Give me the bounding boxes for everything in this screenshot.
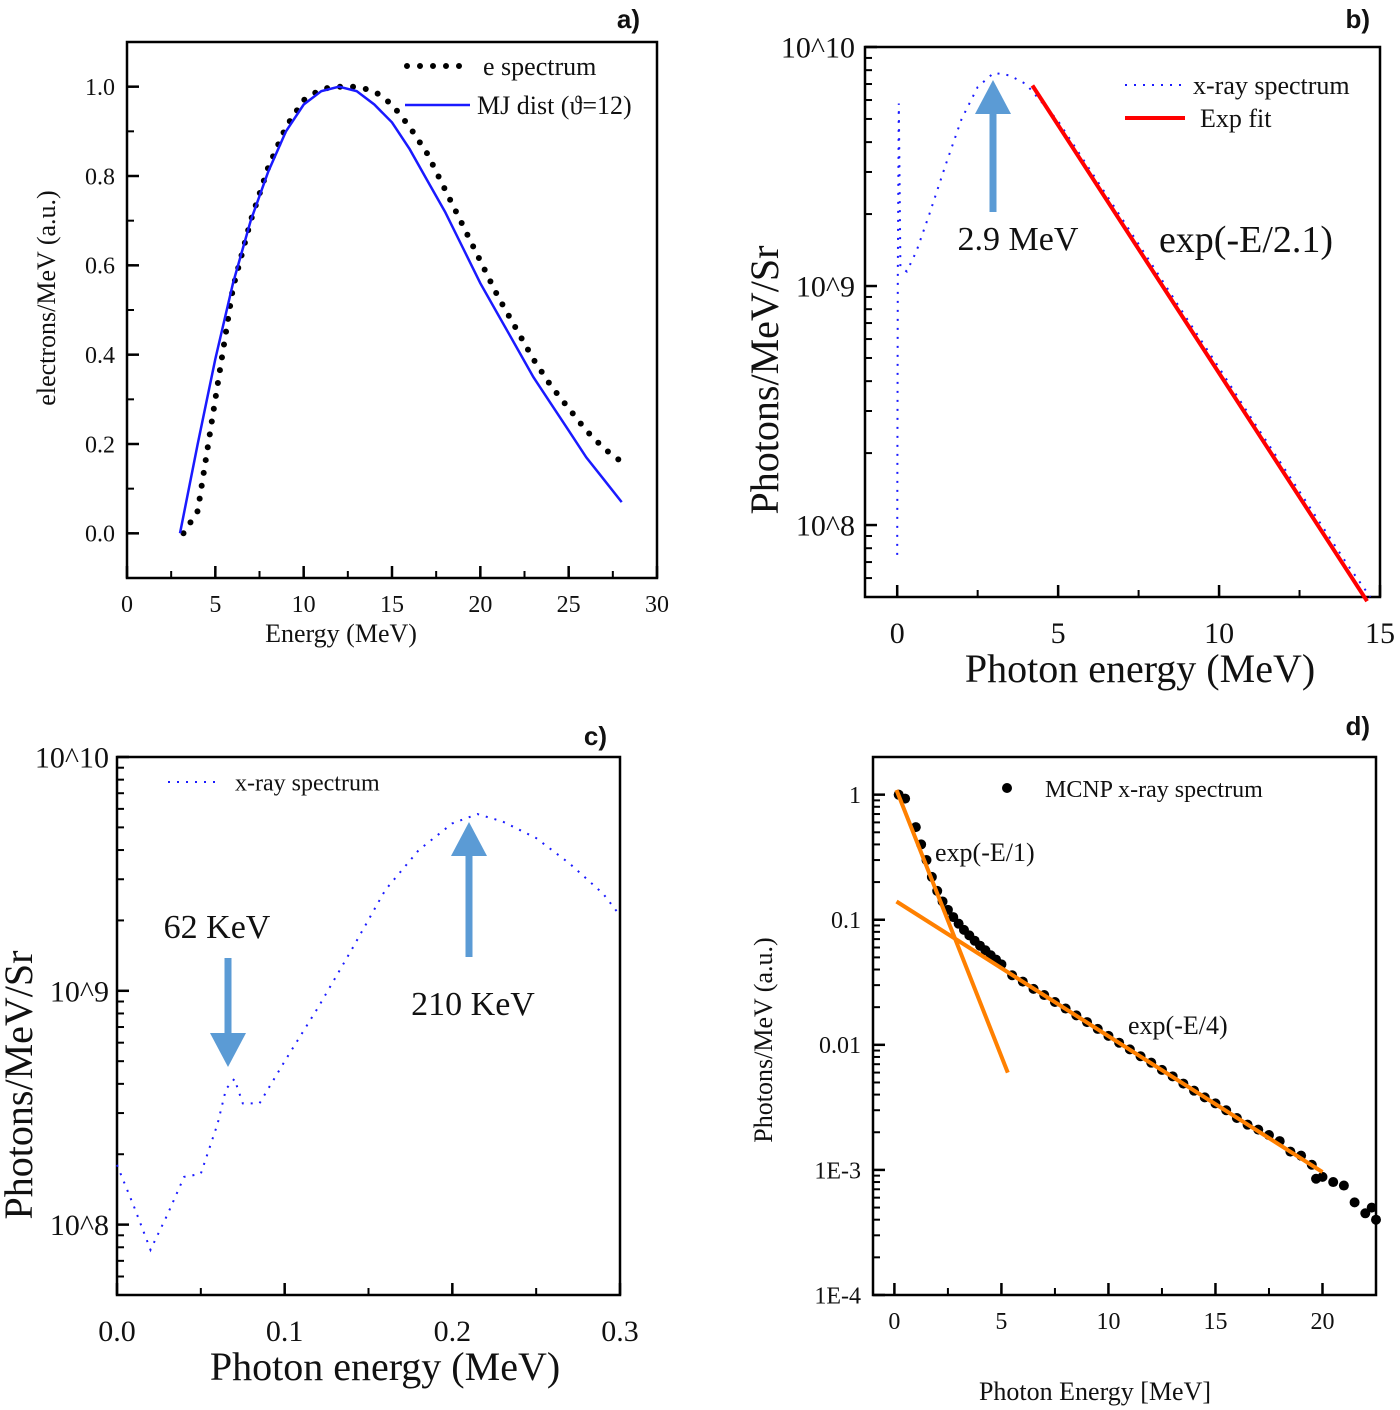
- y-tick-label: 10^10: [35, 742, 109, 775]
- series-line-0: [180, 83, 625, 537]
- legend-xray-spectrum-label: x-ray spectrum: [235, 770, 380, 796]
- arrow-210kev-head: [451, 822, 487, 856]
- x-tick-label: 15: [1203, 1309, 1227, 1335]
- series-line-1: [894, 789, 1010, 1074]
- panel-label: a): [617, 4, 640, 34]
- x-tick-label: 20: [1310, 1309, 1334, 1335]
- x-tick-label: 0: [121, 592, 133, 618]
- x-tick-label: 0: [888, 1309, 900, 1335]
- y-tick-label: 1: [849, 783, 861, 809]
- x-tick-label: 5: [995, 1309, 1007, 1335]
- x-axis-label: Photon energy (MeV): [210, 1344, 560, 1389]
- y-axis-label: Photons/MeV (a.u.): [749, 937, 778, 1142]
- x-tick-label: 10: [1096, 1309, 1120, 1335]
- x-axis-label: Photon Energy [MeV]: [979, 1377, 1211, 1406]
- data-point: [1371, 1214, 1381, 1225]
- x-tick-label: 5: [1051, 617, 1066, 650]
- y-axis-label: Photons/MeV/Sr: [0, 951, 41, 1220]
- y-tick-label: 0.2: [85, 432, 115, 458]
- y-tick-label: 0.4: [85, 343, 115, 369]
- y-tick-label: 1E-3: [814, 1158, 861, 1184]
- y-tick-label: 10^9: [796, 271, 855, 304]
- arrow-62kev-head: [210, 1033, 246, 1067]
- series-line-0: [896, 71, 1372, 598]
- plot-frame: [871, 755, 1378, 1297]
- x-tick-label: 20: [468, 592, 492, 618]
- arrow-peak-2-9mev-head: [975, 80, 1011, 114]
- y-axis-label: Photons/MeV/Sr: [742, 246, 787, 515]
- legend-exp-fit-label: Exp fit: [1200, 104, 1272, 133]
- legend-xray-spectrum-label: x-ray spectrum: [1193, 71, 1350, 100]
- series-line-1: [1030, 84, 1369, 603]
- y-tick-label: 0.8: [85, 164, 115, 190]
- panel-c: 0.0 0.1 0.2 0.3 10^8 10^9 10^10 Photon energy (…: [0, 721, 639, 1389]
- x-tick-label: 30: [645, 592, 669, 618]
- annotation-62kev: 62 KeV: [164, 909, 271, 946]
- x-tick-label: 0.1: [266, 1315, 304, 1348]
- y-tick-label: 0.6: [85, 254, 115, 280]
- data-point: [1317, 1171, 1328, 1182]
- panel-b: 0 5 10 15 10^8 10^9 10^10 Photon energy (MeV) Ph…: [742, 4, 1395, 691]
- annotation-2-9mev: 2.9 MeV: [958, 221, 1079, 258]
- plot-frame: [863, 45, 1382, 599]
- x-tick-label: 15: [380, 592, 404, 618]
- series-line-2: [895, 899, 1324, 1174]
- x-tick-label: 25: [557, 592, 581, 618]
- data-point: [1338, 1180, 1349, 1191]
- annotation-210kev: 210 KeV: [411, 986, 535, 1023]
- annotation-exp-e4: exp(-E/4): [1128, 1011, 1228, 1040]
- x-tick-label: 0.3: [601, 1315, 639, 1348]
- x-axis-label: Energy (MeV): [265, 619, 417, 648]
- x-axis-label: Photon energy (MeV): [965, 646, 1315, 691]
- y-tick-label: 10^8: [796, 510, 855, 543]
- legend-mcnp-label: MCNP x-ray spectrum: [1045, 777, 1263, 803]
- x-tick-label: 10: [292, 592, 316, 618]
- y-tick-label: 10^10: [781, 32, 855, 65]
- legend-mcnp-marker: [1002, 783, 1012, 793]
- legend-e-spectrum-label: e spectrum: [483, 52, 596, 81]
- data-point: [1366, 1202, 1377, 1213]
- y-tick-label: 1E-4: [814, 1283, 861, 1309]
- annotation-exp-fit: exp(-E/2.1): [1159, 219, 1333, 261]
- data-point: [1349, 1197, 1360, 1208]
- x-tick-label: 0.2: [434, 1315, 472, 1348]
- x-tick-label: 5: [209, 592, 221, 618]
- data-point: [1328, 1177, 1339, 1188]
- panel-label: d): [1345, 711, 1370, 741]
- panel-a: 0 5 10 15 20 25 30 0.0 0.2 0.4 0.6 0.8 1.0 Energy (Me…: [32, 4, 669, 648]
- panel-label: b): [1345, 4, 1370, 34]
- y-tick-label: 0.1: [831, 908, 861, 934]
- series-line-1: [178, 85, 623, 534]
- x-tick-label: 15: [1365, 617, 1395, 650]
- x-tick-label: 0: [890, 617, 905, 650]
- y-tick-label: 0.0: [85, 522, 115, 548]
- panel-d: 0 5 10 15 20 1E-4 1E-3 0.01 0.1 1 Photon Energy [M…: [749, 711, 1381, 1406]
- panel-label: c): [584, 721, 607, 751]
- y-axis-label: electrons/MeV (a.u.): [32, 190, 61, 405]
- data-point: [1360, 1208, 1371, 1219]
- x-tick-label: 0.0: [98, 1315, 136, 1348]
- plot-frame: [115, 755, 622, 1297]
- series-line-0: [116, 813, 621, 1253]
- annotation-exp-e1: exp(-E/1): [935, 838, 1035, 867]
- x-tick-label: 10: [1204, 617, 1234, 650]
- y-tick-label: 10^8: [50, 1209, 109, 1242]
- y-tick-label: 10^9: [50, 975, 109, 1008]
- y-tick-label: 1.0: [85, 75, 115, 101]
- legend-mj-dist-label: MJ dist (ϑ=12): [477, 91, 632, 120]
- y-tick-label: 0.01: [819, 1033, 861, 1059]
